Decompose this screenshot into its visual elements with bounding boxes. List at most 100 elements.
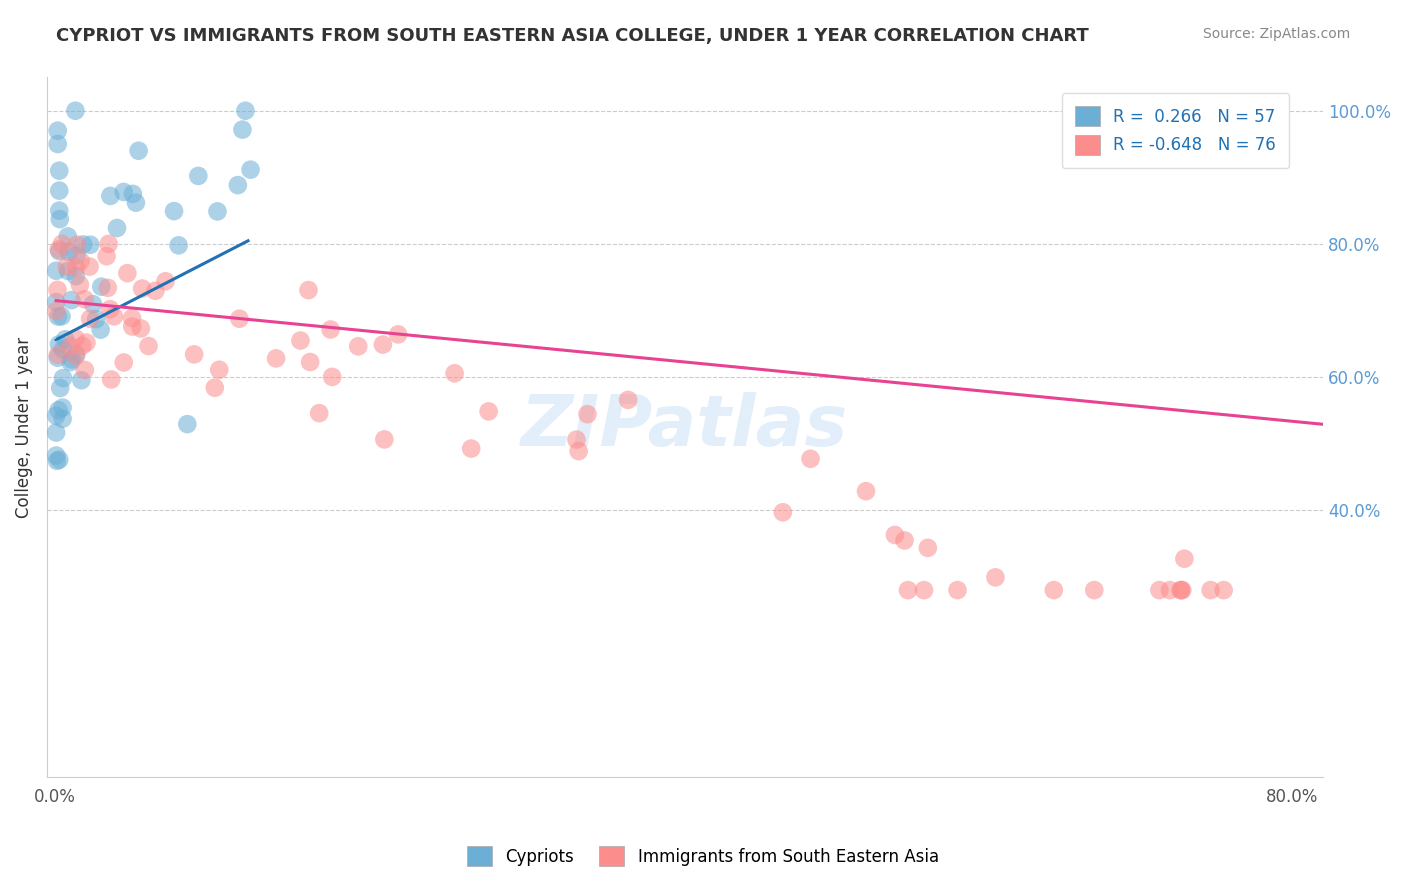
- Point: [183, 347, 205, 361]
- Point: [347, 339, 370, 353]
- Point: [65, 103, 87, 118]
- Point: [84, 312, 107, 326]
- Point: [125, 195, 148, 210]
- Legend: Cypriots, Immigrants from South Eastern Asia: Cypriots, Immigrants from South Eastern …: [458, 838, 948, 875]
- Point: [45, 295, 67, 310]
- Point: [239, 162, 262, 177]
- Point: [163, 204, 186, 219]
- Point: [51, 310, 73, 324]
- Point: [90, 323, 112, 337]
- Point: [176, 417, 198, 431]
- Point: [48, 244, 70, 259]
- Point: [617, 392, 640, 407]
- Point: [46, 454, 69, 468]
- Legend: R =  0.266   N = 57, R = -0.648   N = 76: R = 0.266 N = 57, R = -0.648 N = 76: [1062, 93, 1289, 169]
- Point: [460, 442, 482, 456]
- Point: [98, 189, 121, 203]
- Point: [308, 406, 330, 420]
- Point: [52, 371, 75, 385]
- Point: [45, 304, 67, 318]
- Point: [46, 124, 69, 138]
- Point: [46, 310, 69, 324]
- Point: [97, 281, 120, 295]
- Point: [55, 260, 77, 274]
- Point: [52, 401, 75, 415]
- Point: [1170, 583, 1192, 598]
- Point: [290, 334, 312, 348]
- Point: [72, 339, 94, 353]
- Point: [264, 351, 287, 366]
- Point: [1212, 583, 1234, 598]
- Point: [98, 302, 121, 317]
- Point: [65, 268, 87, 283]
- Point: [235, 103, 257, 118]
- Point: [112, 185, 135, 199]
- Point: [129, 321, 152, 335]
- Point: [65, 347, 87, 361]
- Point: [371, 337, 394, 351]
- Point: [897, 583, 920, 598]
- Point: [48, 452, 70, 467]
- Point: [76, 335, 98, 350]
- Point: [1170, 583, 1192, 598]
- Point: [65, 260, 87, 275]
- Point: [799, 451, 821, 466]
- Point: [69, 277, 91, 292]
- Point: [228, 311, 250, 326]
- Point: [297, 283, 319, 297]
- Point: [65, 349, 87, 363]
- Point: [1171, 583, 1194, 598]
- Point: [48, 337, 70, 351]
- Y-axis label: College, Under 1 year: College, Under 1 year: [15, 336, 32, 517]
- Point: [56, 264, 79, 278]
- Point: [565, 433, 588, 447]
- Point: [208, 363, 231, 377]
- Point: [576, 407, 599, 421]
- Point: [97, 236, 120, 251]
- Point: [121, 319, 143, 334]
- Point: [138, 339, 160, 353]
- Point: [48, 184, 70, 198]
- Point: [49, 212, 72, 227]
- Point: [72, 237, 94, 252]
- Text: Source: ZipAtlas.com: Source: ZipAtlas.com: [1202, 27, 1350, 41]
- Point: [917, 541, 939, 555]
- Point: [772, 505, 794, 519]
- Point: [79, 311, 101, 326]
- Point: [231, 122, 253, 136]
- Point: [1159, 583, 1181, 598]
- Point: [79, 237, 101, 252]
- Point: [73, 292, 96, 306]
- Point: [112, 355, 135, 369]
- Text: CYPRIOT VS IMMIGRANTS FROM SOUTH EASTERN ASIA COLLEGE, UNDER 1 YEAR CORRELATION : CYPRIOT VS IMMIGRANTS FROM SOUTH EASTERN…: [56, 27, 1090, 45]
- Point: [96, 249, 118, 263]
- Point: [46, 136, 69, 151]
- Point: [117, 266, 139, 280]
- Point: [59, 355, 82, 369]
- Point: [1149, 583, 1171, 598]
- Point: [100, 372, 122, 386]
- Point: [145, 284, 167, 298]
- Point: [45, 425, 67, 440]
- Point: [373, 433, 395, 447]
- Point: [1083, 583, 1105, 598]
- Point: [855, 484, 877, 499]
- Point: [226, 178, 249, 193]
- Point: [131, 281, 153, 295]
- Point: [60, 293, 83, 307]
- Point: [60, 352, 83, 367]
- Point: [46, 283, 69, 297]
- Point: [946, 583, 969, 598]
- Point: [73, 363, 96, 377]
- Point: [1199, 583, 1222, 598]
- Point: [387, 327, 409, 342]
- Point: [1043, 583, 1066, 598]
- Point: [82, 297, 104, 311]
- Point: [121, 186, 143, 201]
- Point: [45, 264, 67, 278]
- Point: [319, 322, 342, 336]
- Point: [883, 528, 905, 542]
- Point: [45, 409, 67, 423]
- Point: [207, 204, 229, 219]
- Point: [49, 381, 72, 395]
